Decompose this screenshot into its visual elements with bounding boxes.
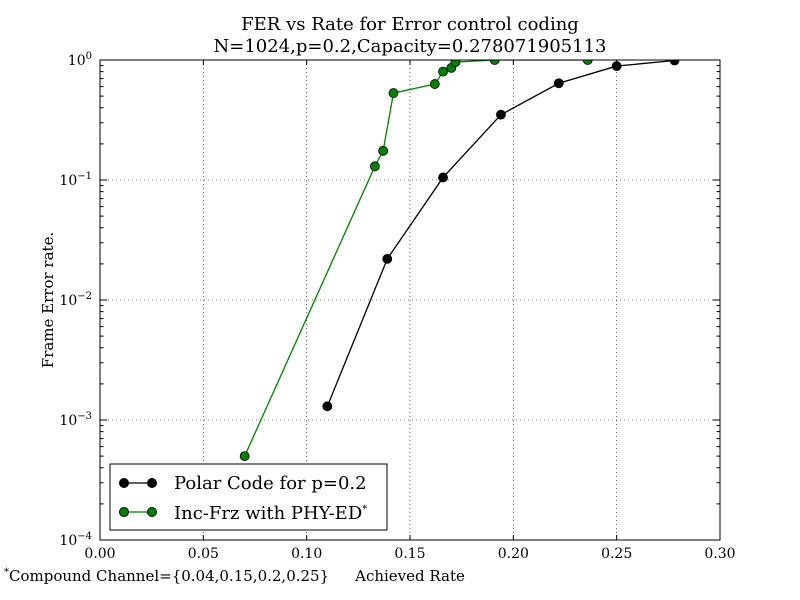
legend-marker-incfrz — [147, 507, 157, 517]
x-tick-label: 0.25 — [601, 546, 632, 562]
x-tick-label: 0.05 — [188, 546, 219, 562]
data-point — [388, 88, 399, 98]
footnote: *Compound Channel={0.04,0.15,0.2,0.25} — [4, 567, 329, 585]
data-point — [496, 109, 506, 120]
y-tick-label: 10−1 — [59, 171, 92, 189]
data-point — [378, 145, 389, 156]
ticks: 0.00 0.05 0.10 0.15 0.20 0.25 0.30 100 10−1 10−2 1… — [59, 51, 735, 562]
y-tick-label: 10−3 — [59, 411, 92, 429]
data-point — [429, 79, 440, 89]
chart-title: FER vs Rate for Error control coding — [241, 14, 579, 35]
data-point — [369, 161, 380, 172]
legend-label-incfrz: Inc-Frz with PHY-ED* — [174, 503, 367, 524]
x-tick-label: 0.10 — [291, 546, 322, 562]
data-point — [322, 401, 333, 412]
data-point — [553, 78, 564, 89]
y-tick-label: 10−4 — [59, 531, 92, 549]
data-point — [582, 60, 593, 65]
data-point — [382, 254, 393, 264]
y-tick-label: 10−2 — [59, 291, 92, 309]
grid — [100, 60, 720, 540]
legend-label-polar: Polar Code for p=0.2 — [174, 473, 367, 494]
chart-subtitle: N=1024,p=0.2,Capacity=0.278071905113 — [214, 36, 607, 57]
data-point — [239, 451, 250, 462]
x-tick-label: 0.00 — [84, 546, 115, 562]
y-axis-label: Frame Error rate. — [39, 232, 57, 368]
series-2 — [239, 60, 593, 462]
data-point — [450, 60, 461, 68]
x-tick-label: 0.30 — [704, 546, 735, 562]
series-1 — [322, 60, 680, 412]
x-tick-label: 0.15 — [394, 546, 425, 562]
legend-label-incfrz-suffix: * — [362, 504, 367, 515]
legend-marker-polar — [119, 478, 129, 488]
series-line — [244, 60, 588, 457]
series-layer — [239, 60, 680, 462]
footnote-mark: * — [4, 567, 9, 578]
data-point — [489, 60, 500, 65]
legend-label-incfrz-name: Inc-Frz with PHY-ED — [174, 503, 362, 524]
y-tick-label: 100 — [68, 51, 92, 69]
data-point — [438, 66, 448, 77]
x-axis-label: Achieved Rate — [354, 567, 465, 585]
legend-marker-incfrz — [119, 507, 129, 517]
footnote-text: Compound Channel={0.04,0.15,0.2,0.25} — [9, 567, 329, 585]
legend: Polar Code for p=0.2 Inc-Frz with PHY-ED… — [109, 463, 388, 531]
x-tick-label: 0.20 — [498, 546, 529, 562]
data-point — [669, 60, 680, 66]
legend-box — [109, 463, 388, 531]
legend-marker-polar — [147, 478, 157, 488]
data-point — [438, 172, 448, 183]
